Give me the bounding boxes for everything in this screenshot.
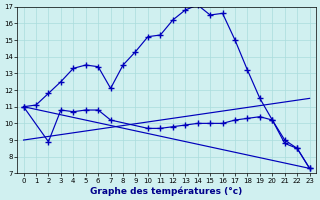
X-axis label: Graphe des températures (°c): Graphe des températures (°c) xyxy=(91,186,243,196)
